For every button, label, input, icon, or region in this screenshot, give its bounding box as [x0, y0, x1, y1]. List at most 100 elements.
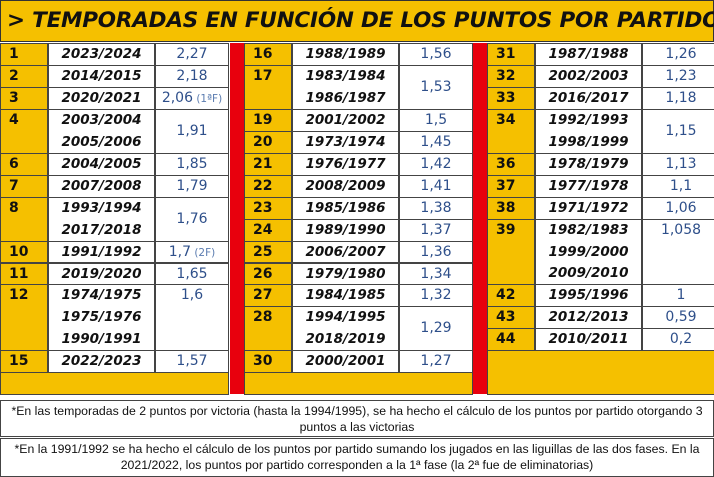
season-cell: 2000/2001	[292, 350, 399, 374]
rank-cell: 28	[244, 306, 292, 352]
rank-cell: 36	[487, 152, 535, 176]
season-label: 1986/1987	[305, 89, 386, 106]
points-value: 1,32	[400, 285, 472, 306]
rank-cell: 25	[244, 240, 292, 264]
season-cell: 1983/1984 1986/1987	[292, 64, 399, 110]
season-cell: 2008/2009	[292, 174, 399, 198]
season-cell: 1993/1994 2017/2018	[48, 196, 155, 242]
rank-number: 19	[253, 111, 273, 128]
points-cell: 1,5	[399, 108, 473, 132]
season-label: 2009/2010	[548, 265, 629, 282]
points-number: 1,38	[420, 199, 452, 216]
points-cell: 1,65	[155, 262, 229, 286]
points-cell: 1,85	[155, 152, 229, 176]
points-value: 1,13	[643, 154, 714, 175]
points-cell: 1,42	[399, 152, 473, 176]
points-cell: 1,29	[399, 306, 473, 352]
points-number: 1,53	[420, 78, 452, 95]
season-cell: 2003/2004 2005/2006	[48, 108, 155, 154]
page-title: > TEMPORADAS EN FUNCIÓN DE LOS PUNTOS PO…	[0, 0, 714, 42]
rank-cell: 16	[244, 43, 292, 66]
points-cell: 1,6	[155, 284, 229, 352]
season-label: 2002/2003	[548, 67, 629, 84]
filler-cell	[487, 350, 714, 396]
points-cell: 1,15	[642, 108, 714, 154]
rank-cell: 42	[487, 284, 535, 308]
points-number: 1,85	[176, 155, 208, 172]
points-number: 1,91	[176, 122, 208, 139]
rank-number: 11	[9, 265, 29, 282]
season-label: 1974/1975	[61, 287, 142, 304]
rank-cell: 8	[0, 196, 48, 242]
season-cell: 1984/1985	[292, 284, 399, 308]
rank-number: 21	[253, 155, 273, 172]
points-cell: 1,57	[155, 350, 229, 374]
season-label: 2022/2023	[61, 353, 142, 370]
season-label: 2003/2004	[61, 111, 142, 128]
rank-number: 12	[9, 287, 29, 304]
column-separator	[230, 43, 244, 395]
footnote-2: *En la 1991/1992 se ha hecho el cálculo …	[0, 438, 714, 477]
points-number: 1,36	[420, 243, 452, 260]
points-value: 1,1	[643, 176, 714, 197]
rank-number: 37	[496, 177, 516, 194]
season-label: 2007/2008	[61, 177, 142, 194]
rank-number: 10	[9, 243, 29, 260]
filler-cell	[0, 372, 229, 396]
points-number: 1,6	[180, 287, 204, 304]
rank-number: 39	[496, 221, 516, 238]
points-cell: 1,56	[399, 43, 473, 66]
points-value: 1,23	[643, 66, 714, 87]
points-cell: 1,38	[399, 196, 473, 220]
rank-cell: 24	[244, 218, 292, 242]
rank-cell: 11	[0, 262, 48, 286]
points-cell: 1,1	[642, 174, 714, 198]
season-cell: 1985/1986	[292, 196, 399, 220]
points-number: 1,76	[176, 210, 208, 227]
points-value: 0,2	[643, 329, 714, 350]
season-label: 1989/1990	[305, 221, 386, 238]
rank-cell: 21	[244, 152, 292, 176]
rank-cell: 4	[0, 108, 48, 154]
season-label: 1978/1979	[548, 155, 629, 172]
season-cell: 2019/2020	[48, 262, 155, 286]
points-number: 1,7	[168, 243, 191, 260]
rank-cell: 10	[0, 240, 48, 264]
season-cell: 1994/1995 2018/2019	[292, 306, 399, 352]
points-cell: 1,26	[642, 43, 714, 66]
points-value: 1,5	[400, 110, 472, 131]
points-value: 1,79	[156, 176, 228, 197]
points-number: 2,06	[161, 89, 193, 106]
rank-cell: 7	[0, 174, 48, 198]
rank-cell: 27	[244, 284, 292, 308]
rank-number: 8	[9, 199, 19, 216]
rank-number: 6	[9, 155, 19, 172]
points-cell: 1,76	[155, 196, 229, 242]
points-number: 1,56	[420, 46, 452, 62]
points-cell: 1,7 (2F)	[155, 240, 229, 264]
season-cell: 2014/2015	[48, 64, 155, 88]
points-number: 1	[676, 287, 686, 304]
rank-cell: 39	[487, 218, 535, 286]
rank-cell: 34	[487, 108, 535, 154]
season-label: 2014/2015	[61, 67, 142, 84]
points-value: 1	[643, 285, 714, 306]
points-value: 2,18	[156, 66, 228, 87]
rank-number: 24	[253, 221, 273, 238]
season-label: 2018/2019	[305, 331, 386, 348]
rank-cell: 44	[487, 328, 535, 352]
rank-number: 30	[253, 353, 273, 370]
points-number: 1,29	[420, 320, 452, 337]
season-label: 1995/1996	[548, 287, 629, 304]
season-label: 2017/2018	[61, 221, 142, 238]
season-label: 1987/1988	[548, 46, 629, 62]
rank-number: 27	[253, 287, 273, 304]
season-cell: 1992/1993 1998/1999	[535, 108, 642, 154]
rank-cell: 2	[0, 64, 48, 88]
rank-cell: 22	[244, 174, 292, 198]
season-label: 1993/1994	[61, 199, 142, 216]
season-cell: 1973/1974	[292, 130, 399, 154]
season-label: 1984/1985	[305, 287, 386, 304]
season-cell: 2001/2002	[292, 108, 399, 132]
footnote-1: *En las temporadas de 2 puntos por victo…	[0, 400, 714, 437]
